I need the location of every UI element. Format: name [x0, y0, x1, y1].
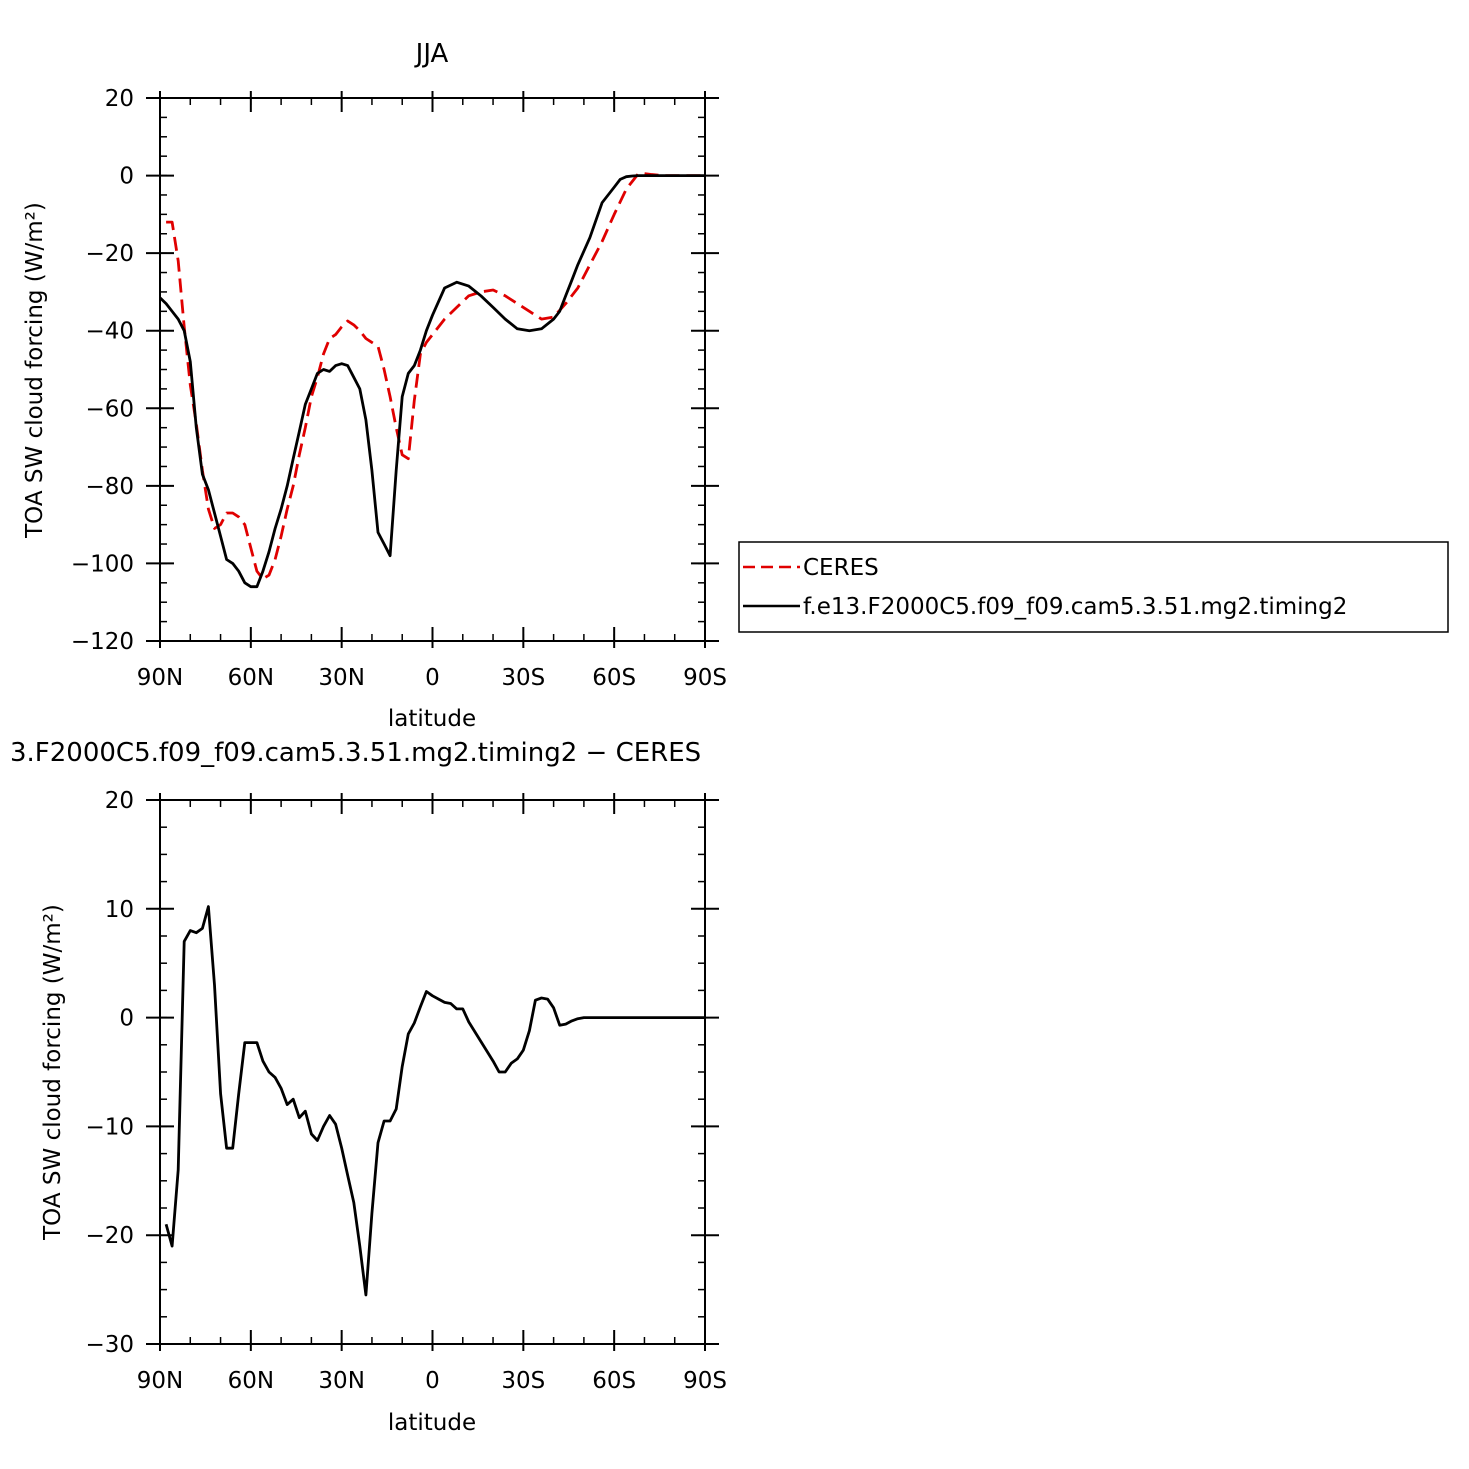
x-tick-label: 30N	[318, 665, 364, 691]
legend-entry-ceres: CERES	[803, 555, 879, 581]
series-line-1	[159, 174, 705, 589]
legend-box	[738, 541, 1449, 633]
y-tick-label: −20	[85, 1223, 134, 1249]
y-tick-label: −100	[71, 551, 134, 577]
series-line-0	[166, 172, 705, 581]
y-tick-label: −20	[85, 241, 134, 267]
y-axis-label: TOA SW cloud forcing (W/m²)	[22, 202, 48, 539]
x-tick-label: 60S	[592, 1368, 636, 1394]
x-tick-label: 90N	[137, 1368, 183, 1394]
chart-panel-top: JJA 90N 60N 30N 0 30S 60S 90S 20 0 −20 −40 −60 −80 −1…	[22, 39, 727, 732]
y-tick-label: −10	[85, 1114, 134, 1140]
x-tick-label: 30S	[501, 1368, 545, 1394]
x-tick-label: 90S	[683, 665, 727, 691]
plot-frame	[159, 97, 706, 642]
y-tick-label: 0	[119, 164, 134, 190]
y-tick-label: 0	[119, 1006, 134, 1032]
x-tick-label: 0	[425, 1368, 440, 1394]
plot-area: 90N 60N 30N 0 30S 60S 90S 20 0 −20 −40 −60 −80 −100 −1…	[71, 86, 727, 691]
y-tick-label: −60	[85, 396, 134, 422]
x-tick-label: 30S	[501, 665, 545, 691]
x-tick-label: 90S	[683, 1368, 727, 1394]
y-tick-label: −80	[85, 474, 134, 500]
y-tick-label: 10	[105, 897, 134, 923]
y-axis-label: TOA SW cloud forcing (W/m²)	[40, 904, 66, 1241]
plot-frame	[159, 799, 706, 1345]
legend: CERES f.e13.F2000C5.f09_f09.cam5.3.51.mg…	[738, 541, 1449, 633]
plot-area: 90N 60N 30N 0 30S 60S 90S 20 10 0 −10 −20 −30	[85, 788, 726, 1394]
x-axis-label: latitude	[388, 706, 476, 732]
chart-title: JJA	[414, 39, 449, 69]
y-tick-label: 20	[105, 788, 134, 814]
legend-entry-model: f.e13.F2000C5.f09_f09.cam5.3.51.mg2.timi…	[803, 594, 1347, 620]
y-tick-label: −40	[85, 319, 134, 345]
x-tick-label: 0	[425, 665, 440, 691]
x-tick-label: 60S	[592, 665, 636, 691]
x-tick-label: 60N	[228, 1368, 274, 1394]
chart-title: 3.F2000C5.f09_f09.cam5.3.51.mg2.timing2 …	[10, 738, 701, 768]
x-tick-label: 30N	[318, 1368, 364, 1394]
x-tick-label: 60N	[228, 665, 274, 691]
x-axis-label: latitude	[388, 1410, 476, 1436]
y-tick-label: −120	[71, 629, 134, 655]
y-tick-label: −30	[85, 1332, 134, 1358]
chart-panel-bottom: 3.F2000C5.f09_f09.cam5.3.51.mg2.timing2 …	[10, 738, 727, 1436]
x-tick-label: 90N	[137, 665, 183, 691]
y-tick-label: 20	[105, 86, 134, 112]
series-line-0	[164, 905, 705, 1297]
